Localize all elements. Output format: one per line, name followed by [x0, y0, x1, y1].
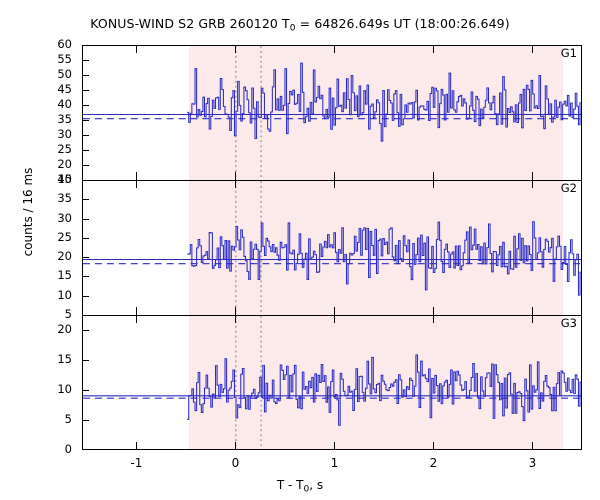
y-tick-g3-4	[82, 330, 89, 331]
x-tick-3-0	[433, 45, 435, 53]
panel-g2: G2	[82, 180, 582, 315]
y-tick-label-g1-3: 30	[57, 127, 72, 141]
x-tick-3-3	[433, 315, 435, 323]
y-tick-label-g2-4: 25	[57, 229, 72, 244]
y-tick-label-g1-9: 60	[57, 37, 72, 51]
y-tick-g1-2	[82, 150, 89, 151]
y-tick-label-g1-8: 55	[57, 52, 72, 66]
y-tick-g2-1	[82, 295, 89, 297]
x-tick-2-3	[334, 315, 336, 323]
y-tick-g1-1	[82, 165, 89, 166]
y-tick-label-g2-2: 15	[57, 268, 72, 283]
x-tick-3-5	[433, 442, 435, 450]
x-tick-2-0	[334, 45, 336, 53]
xlabel-suffix: , s	[309, 478, 324, 492]
title-suffix: = 64826.649s UT (18:00:26.649)	[295, 16, 510, 31]
y-tick-g3-2	[82, 390, 89, 391]
trace-svg-g1	[83, 46, 581, 180]
y-tick-g1-8	[82, 60, 89, 61]
x-tick-2-4	[334, 307, 336, 315]
panel-g1: G1	[82, 45, 582, 180]
x-tick-4-3	[532, 315, 534, 323]
x-tick-3-2	[433, 172, 435, 180]
y-tick-label-g2-3: 20	[57, 249, 72, 264]
x-tick-label-1: 0	[231, 456, 240, 470]
y-tick-g1-7	[82, 75, 89, 76]
x-axis-label: T - T0, s	[0, 478, 600, 494]
y-tick-label-g1-4: 35	[57, 112, 72, 126]
panel-label-g2: G2	[560, 181, 577, 195]
y-tick-label-g1-1: 20	[57, 157, 72, 171]
x-tick-0-3	[136, 315, 138, 323]
y-tick-label-g2-1: 10	[57, 287, 72, 302]
y-tick-label-g1-2: 25	[57, 142, 72, 156]
x-tick-4-5	[532, 442, 534, 450]
page-title: KONUS-WIND S2 GRB 260120 T0 = 64826.649s…	[0, 16, 600, 33]
x-tick-label-2: 1	[330, 456, 339, 470]
y-tick-g1-6	[82, 90, 89, 91]
x-tick-3-1	[433, 180, 435, 188]
panel-label-g1: G1	[560, 46, 577, 60]
y-tick-g3-1	[82, 420, 89, 421]
x-tick-0-1	[136, 180, 138, 188]
y-tick-label-g2-6: 35	[57, 191, 72, 206]
y-tick-label-g3-3: 15	[57, 352, 72, 366]
x-tick-label-0: -1	[130, 456, 143, 470]
lightcurve-trace-g3	[187, 354, 581, 426]
y-tick-g1-5	[82, 105, 89, 106]
x-tick-0-5	[136, 442, 138, 450]
lightcurve-trace-g1	[187, 62, 581, 142]
y-tick-g2-2	[82, 276, 89, 278]
y-tick-label-g1-6: 45	[57, 82, 72, 96]
y-tick-label-g1-0: 15	[57, 172, 72, 186]
xlabel-prefix: T - T	[276, 478, 304, 492]
y-tick-g2-3	[82, 257, 89, 259]
x-tick-1-1	[235, 180, 237, 188]
x-tick-1-4	[235, 307, 237, 315]
x-tick-label-4: 3	[528, 456, 537, 470]
x-tick-4-2	[532, 172, 534, 180]
y-tick-label-g3-2: 10	[57, 382, 72, 396]
lightcurve-trace-g2	[187, 221, 581, 296]
trace-svg-g3	[83, 316, 581, 449]
xlabel-subscript: 0	[303, 484, 310, 495]
panel-g3: G3	[82, 315, 582, 450]
y-tick-label-g3-4: 20	[57, 322, 72, 336]
y-tick-g2-6	[82, 199, 89, 201]
x-tick-2-5	[334, 442, 336, 450]
y-tick-label-g1-5: 40	[57, 97, 72, 111]
x-tick-0-2	[136, 172, 138, 180]
y-tick-g3-3	[82, 360, 89, 361]
x-tick-1-0	[235, 45, 237, 53]
y-tick-g2-4	[82, 237, 89, 239]
x-tick-4-1	[532, 180, 534, 188]
y-tick-label-g2-7: 40	[57, 172, 72, 186]
trace-svg-g2	[83, 181, 581, 315]
x-tick-label-3: 2	[429, 456, 438, 470]
y-tick-label-g2-0: 5	[64, 307, 72, 321]
y-tick-g2-5	[82, 218, 89, 220]
x-tick-1-2	[235, 172, 237, 180]
x-tick-1-3	[235, 315, 237, 323]
y-tick-label-g3-0: 0	[64, 442, 72, 456]
x-tick-0-0	[136, 45, 138, 53]
x-tick-1-5	[235, 442, 237, 450]
x-tick-3-4	[433, 307, 435, 315]
x-tick-2-1	[334, 180, 336, 188]
x-tick-4-0	[532, 45, 534, 53]
x-tick-2-2	[334, 172, 336, 180]
title-prefix: KONUS-WIND S2 GRB 260120 T	[90, 16, 290, 31]
y-tick-label-g1-7: 50	[57, 67, 72, 81]
y-tick-label-g2-5: 30	[57, 210, 72, 225]
title-subscript: 0	[289, 23, 296, 34]
x-tick-0-4	[136, 307, 138, 315]
x-tick-4-4	[532, 307, 534, 315]
y-tick-g1-4	[82, 120, 89, 121]
y-tick-label-g3-1: 5	[64, 412, 72, 426]
panel-label-g3: G3	[560, 316, 577, 330]
y-tick-g1-3	[82, 135, 89, 136]
